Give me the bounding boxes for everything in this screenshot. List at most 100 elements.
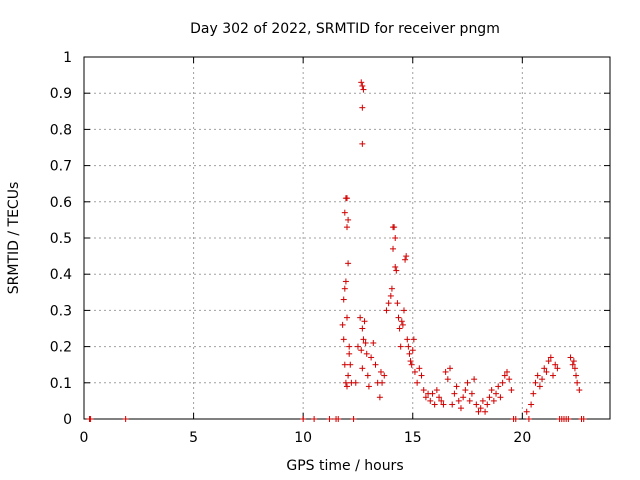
- x-tick-label: 0: [80, 430, 89, 446]
- data-point: [359, 82, 366, 89]
- data-point: [486, 394, 493, 401]
- data-point: [340, 296, 347, 303]
- data-point: [436, 394, 443, 401]
- data-point: [409, 347, 416, 354]
- y-axis-label: SRMTID / TECUs: [6, 182, 22, 295]
- data-point: [477, 405, 484, 412]
- data-point: [420, 387, 427, 394]
- data-point: [528, 401, 535, 408]
- data-point: [497, 394, 504, 401]
- data-point: [87, 416, 94, 422]
- data-point: [379, 379, 386, 386]
- data-point: [372, 361, 379, 368]
- y-tick-label: 0.1: [50, 376, 72, 392]
- data-point: [341, 209, 348, 216]
- data-point: [573, 372, 580, 379]
- data-point: [376, 394, 383, 401]
- data-point: [536, 383, 543, 390]
- data-point: [512, 416, 519, 422]
- data-point: [404, 336, 411, 343]
- data-point: [361, 318, 368, 325]
- data-point: [362, 339, 369, 346]
- data-point: [381, 372, 388, 379]
- data-point: [390, 245, 397, 252]
- data-point: [370, 339, 377, 346]
- data-point: [539, 376, 546, 383]
- data-point: [484, 401, 491, 408]
- data-point: [326, 416, 333, 422]
- data-point: [453, 383, 460, 390]
- data-point: [363, 350, 370, 357]
- data-point: [387, 292, 394, 299]
- data-point: [388, 285, 395, 292]
- data-point: [550, 372, 557, 379]
- data-point: [523, 408, 530, 415]
- data-point: [344, 383, 350, 390]
- data-point: [359, 365, 366, 372]
- y-tick-label: 0.7: [50, 159, 72, 175]
- data-point: [570, 358, 577, 365]
- chart-title: Day 302 of 2022, SRMTID for receiver png…: [190, 21, 500, 37]
- data-point: [342, 278, 349, 285]
- y-tick-label: 0.4: [50, 267, 72, 283]
- data-point: [346, 343, 353, 350]
- data-point: [393, 267, 400, 274]
- data-point: [344, 195, 350, 202]
- data-point: [490, 397, 497, 404]
- data-point: [418, 372, 425, 379]
- data-point: [545, 358, 552, 365]
- data-point: [532, 379, 539, 386]
- data-point: [392, 235, 399, 241]
- data-point: [457, 405, 464, 412]
- data-point: [482, 408, 489, 415]
- data-point: [444, 376, 451, 383]
- data-point: [543, 368, 550, 375]
- data-point: [576, 387, 583, 394]
- data-point: [358, 347, 365, 354]
- data-point: [394, 300, 401, 307]
- data-point: [410, 336, 417, 343]
- data-point: [451, 390, 458, 397]
- data-point: [400, 307, 407, 314]
- data-point: [403, 253, 410, 260]
- x-tick-label: 20: [513, 430, 531, 446]
- data-point: [360, 86, 367, 93]
- data-point: [541, 365, 548, 372]
- data-point: [359, 140, 366, 147]
- data-point: [416, 365, 423, 372]
- data-point: [567, 354, 574, 361]
- data-point: [122, 416, 129, 422]
- y-tick-label: 0: [63, 412, 72, 428]
- data-point: [344, 314, 350, 321]
- data-point: [442, 368, 449, 375]
- data-point: [399, 321, 406, 328]
- data-point: [433, 387, 440, 394]
- x-tick-label: 10: [294, 430, 312, 446]
- data-point: [377, 368, 384, 375]
- y-tick-label: 0.8: [50, 122, 72, 138]
- grid-lines: [84, 57, 610, 419]
- data-point: [499, 379, 506, 386]
- data-point: [391, 224, 398, 231]
- data-point: [345, 216, 352, 223]
- axis-ticks: 0 5 10 15 20 0 0.1 0.2 0.3 0.4 0.5 0.6 0.7 0.8 0.9 1: [50, 50, 610, 446]
- data-point: [501, 372, 508, 379]
- data-point: [341, 361, 348, 368]
- data-point: [466, 397, 473, 404]
- y-tick-label: 0.9: [50, 86, 72, 102]
- data-point: [392, 263, 399, 270]
- data-point: [462, 387, 469, 394]
- data-point: [429, 390, 436, 397]
- data-point: [440, 401, 447, 408]
- data-point: [471, 376, 478, 383]
- data-point: [506, 376, 513, 383]
- data-point: [395, 314, 402, 321]
- data-point: [449, 401, 456, 408]
- data-point: [574, 379, 581, 386]
- data-point: [447, 365, 454, 372]
- data-point: [311, 416, 318, 422]
- data-point: [475, 408, 482, 415]
- data-point: [422, 394, 429, 401]
- data-point: [406, 350, 413, 357]
